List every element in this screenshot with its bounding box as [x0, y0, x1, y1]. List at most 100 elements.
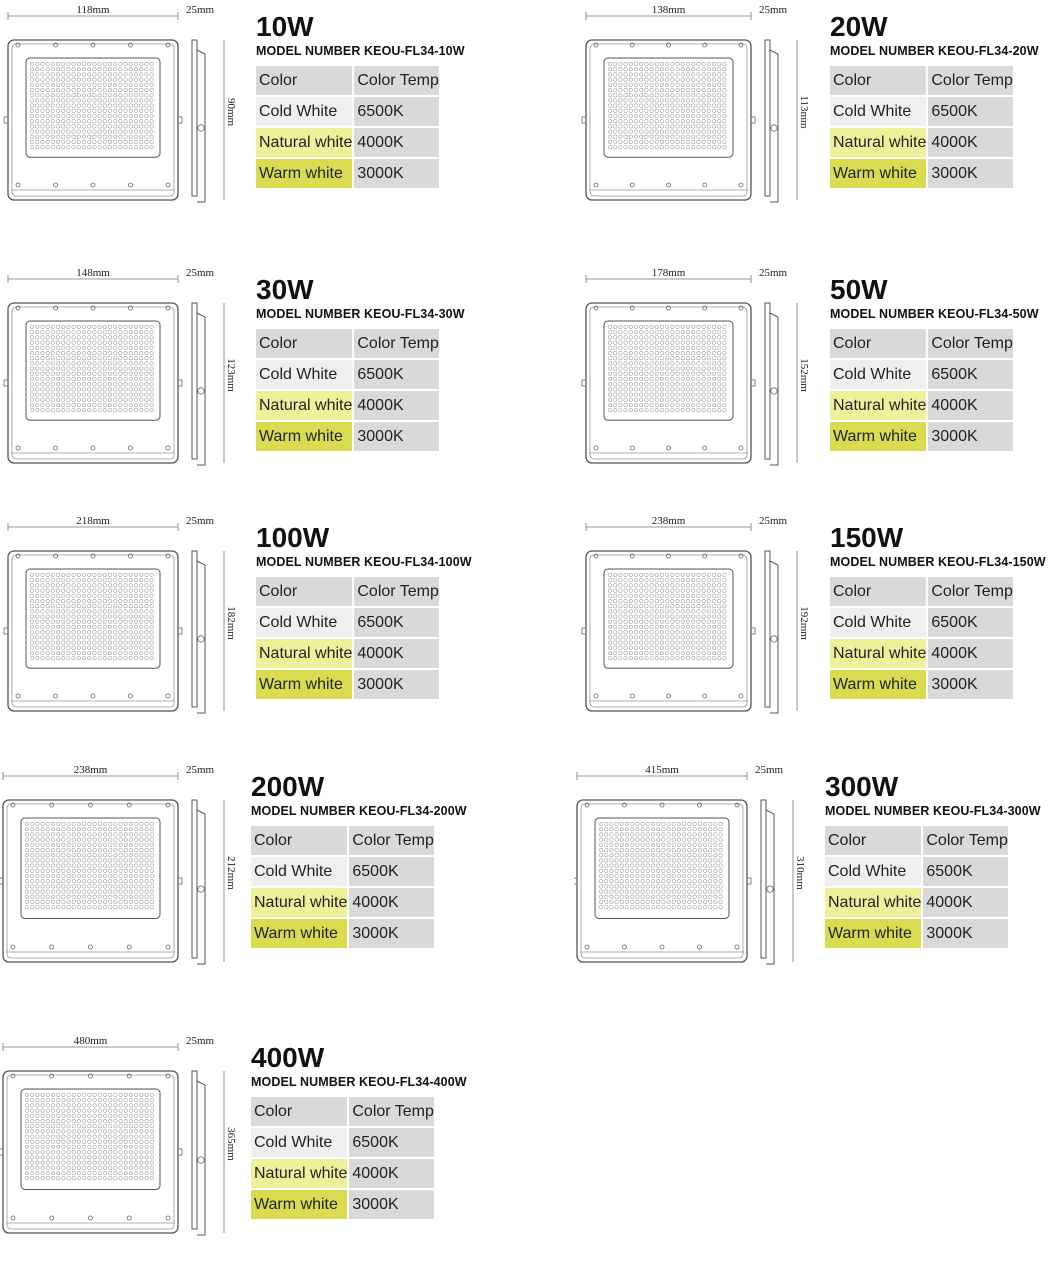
natural-white-row: Natural white 4000K — [256, 391, 439, 420]
color-cell: Cold White — [830, 360, 927, 389]
color-temp-cell: Color Temp — [349, 1097, 434, 1126]
depth-dimension-label: 25mm — [186, 515, 215, 527]
color-cell: Warm white — [256, 159, 353, 188]
product-50w: 178mm 25mm 152mm 50W MODEL NUMBER KEOU-FL34-… — [578, 263, 1058, 503]
product-30w: 148mm 25mm 123mm 30W MODEL NUMBER KEOU-FL34-… — [0, 263, 480, 503]
color-cell: Color — [830, 577, 927, 606]
color-cell: Cold White — [256, 97, 353, 126]
warm-white-row: Warm white 3000K — [256, 159, 439, 188]
color-temp-cell: Color Temp — [354, 577, 439, 606]
product-300w: 415mm 25mm 310mm 300W MODEL NUMBER KEOU-FL34… — [574, 760, 1054, 1000]
product-100w: 218mm 25mm 182mm 100W MODEL NUMBER KEOU-FL34… — [0, 511, 480, 751]
width-dimension-label: 178mm — [652, 267, 686, 279]
led-panel — [25, 57, 161, 158]
product-drawing: 238mm 25mm 212mm — [0, 764, 237, 965]
product-drawing: 415mm 25mm 310mm — [574, 764, 806, 965]
wattage-title: 20W — [830, 11, 888, 42]
led-array — [607, 61, 727, 150]
cold-white-row: Cold White 6500K — [251, 857, 434, 886]
color-temp-cell: 6500K — [354, 608, 439, 637]
color-cell: Cold White — [825, 857, 922, 886]
model-number: MODEL NUMBER KEOU-FL34-50W — [830, 307, 1039, 321]
color-temp-table: Color Color Temp Cold White 6500K Natural wh… — [254, 327, 441, 453]
product-10w: 118mm 25mm 90mm 10W MODEL NUMBER KEOU-FL34-1… — [0, 0, 480, 240]
product-400w: 480mm 25mm 365mm 400W MODEL NUMBER KEOU-FL34… — [0, 1031, 480, 1271]
color-cell: Cold White — [256, 360, 353, 389]
width-dimension-label: 480mm — [74, 1035, 108, 1047]
led-array — [607, 572, 727, 661]
led-panel — [25, 568, 161, 669]
color-temp-cell: Color Temp — [349, 826, 434, 855]
cold-white-row: Cold White 6500K — [830, 608, 1013, 637]
color-temp-table: Color Color Temp Cold White 6500K Natural wh… — [254, 64, 441, 190]
led-array — [29, 324, 154, 413]
model-number: MODEL NUMBER KEOU-FL34-400W — [251, 1075, 467, 1089]
led-panel — [603, 568, 734, 669]
warm-white-row: Warm white 3000K — [830, 159, 1013, 188]
color-temp-table: Color Color Temp Cold White 6500K Natural wh… — [828, 64, 1015, 190]
color-temp-cell: 6500K — [354, 97, 439, 126]
housing-outline — [2, 799, 179, 963]
led-array — [24, 1092, 154, 1181]
warm-white-row: Warm white 3000K — [830, 422, 1013, 451]
color-cell: Color — [251, 826, 348, 855]
product-20w: 138mm 25mm 113mm 20W MODEL NUMBER KEOU-FL34-… — [578, 0, 1058, 240]
natural-white-row: Natural white 4000K — [251, 1159, 434, 1188]
cold-white-row: Cold White 6500K — [256, 360, 439, 389]
natural-white-row: Natural white 4000K — [825, 888, 1008, 917]
model-number: MODEL NUMBER KEOU-FL34-200W — [251, 804, 467, 818]
depth-dimension-label: 25mm — [186, 4, 215, 16]
width-dimension-label: 415mm — [645, 764, 679, 776]
color-temp-cell: 3000K — [923, 919, 1008, 948]
housing-outline — [2, 1070, 179, 1234]
depth-dimension-label: 25mm — [186, 764, 215, 776]
color-cell: Warm white — [825, 919, 922, 948]
led-array — [29, 61, 154, 150]
color-temp-table: Color Color Temp Cold White 6500K Natural wh… — [828, 327, 1015, 453]
housing-outline — [576, 799, 748, 963]
color-cell: Cold White — [830, 97, 927, 126]
cold-white-row: Cold White 6500K — [256, 608, 439, 637]
led-panel — [20, 817, 161, 919]
color-temp-cell: 6500K — [354, 360, 439, 389]
width-dimension-label: 218mm — [76, 515, 110, 527]
color-temp-cell: 6500K — [928, 360, 1013, 389]
side-view — [191, 1070, 198, 1230]
height-dimension-label: 192mm — [798, 606, 810, 640]
cold-white-row: Cold White 6500K — [830, 360, 1013, 389]
color-temp-cell: 6500K — [928, 608, 1013, 637]
color-cell: Warm white — [830, 422, 927, 451]
width-dimension-label: 238mm — [652, 515, 686, 527]
warm-white-row: Warm white 3000K — [256, 670, 439, 699]
product-150w: 238mm 25mm 192mm 150W MODEL NUMBER KEOU-FL34… — [578, 511, 1058, 751]
warm-white-row: Warm white 3000K — [256, 422, 439, 451]
table-header-row: Color Color Temp — [830, 577, 1013, 606]
color-cell: Natural white — [256, 391, 353, 420]
color-cell: Color — [830, 66, 927, 95]
color-temp-table: Color Color Temp Cold White 6500K Natural wh… — [249, 824, 436, 950]
natural-white-row: Natural white 4000K — [830, 639, 1013, 668]
color-temp-table: Color Color Temp Cold White 6500K Natural wh… — [249, 1095, 436, 1221]
warm-white-row: Warm white 3000K — [825, 919, 1008, 948]
model-number: MODEL NUMBER KEOU-FL34-100W — [256, 555, 472, 569]
led-array — [24, 821, 154, 910]
color-temp-cell: Color Temp — [354, 329, 439, 358]
led-panel — [25, 320, 161, 421]
color-temp-cell: 6500K — [923, 857, 1008, 886]
color-temp-cell: 4000K — [354, 128, 439, 157]
color-temp-cell: 4000K — [349, 1159, 434, 1188]
table-header-row: Color Color Temp — [256, 577, 439, 606]
depth-dimension-label: 25mm — [186, 1035, 215, 1047]
color-temp-cell: 4000K — [923, 888, 1008, 917]
color-cell: Natural white — [256, 639, 353, 668]
table-header-row: Color Color Temp — [256, 329, 439, 358]
color-temp-cell: Color Temp — [928, 329, 1013, 358]
natural-white-row: Natural white 4000K — [256, 639, 439, 668]
cold-white-row: Cold White 6500K — [256, 97, 439, 126]
height-dimension-label: 212mm — [225, 856, 237, 890]
led-panel — [603, 320, 734, 421]
color-temp-cell: 6500K — [349, 1128, 434, 1157]
product-drawing: 178mm 25mm 152mm — [581, 267, 810, 466]
color-cell: Natural white — [830, 639, 927, 668]
depth-dimension-label: 25mm — [759, 4, 788, 16]
